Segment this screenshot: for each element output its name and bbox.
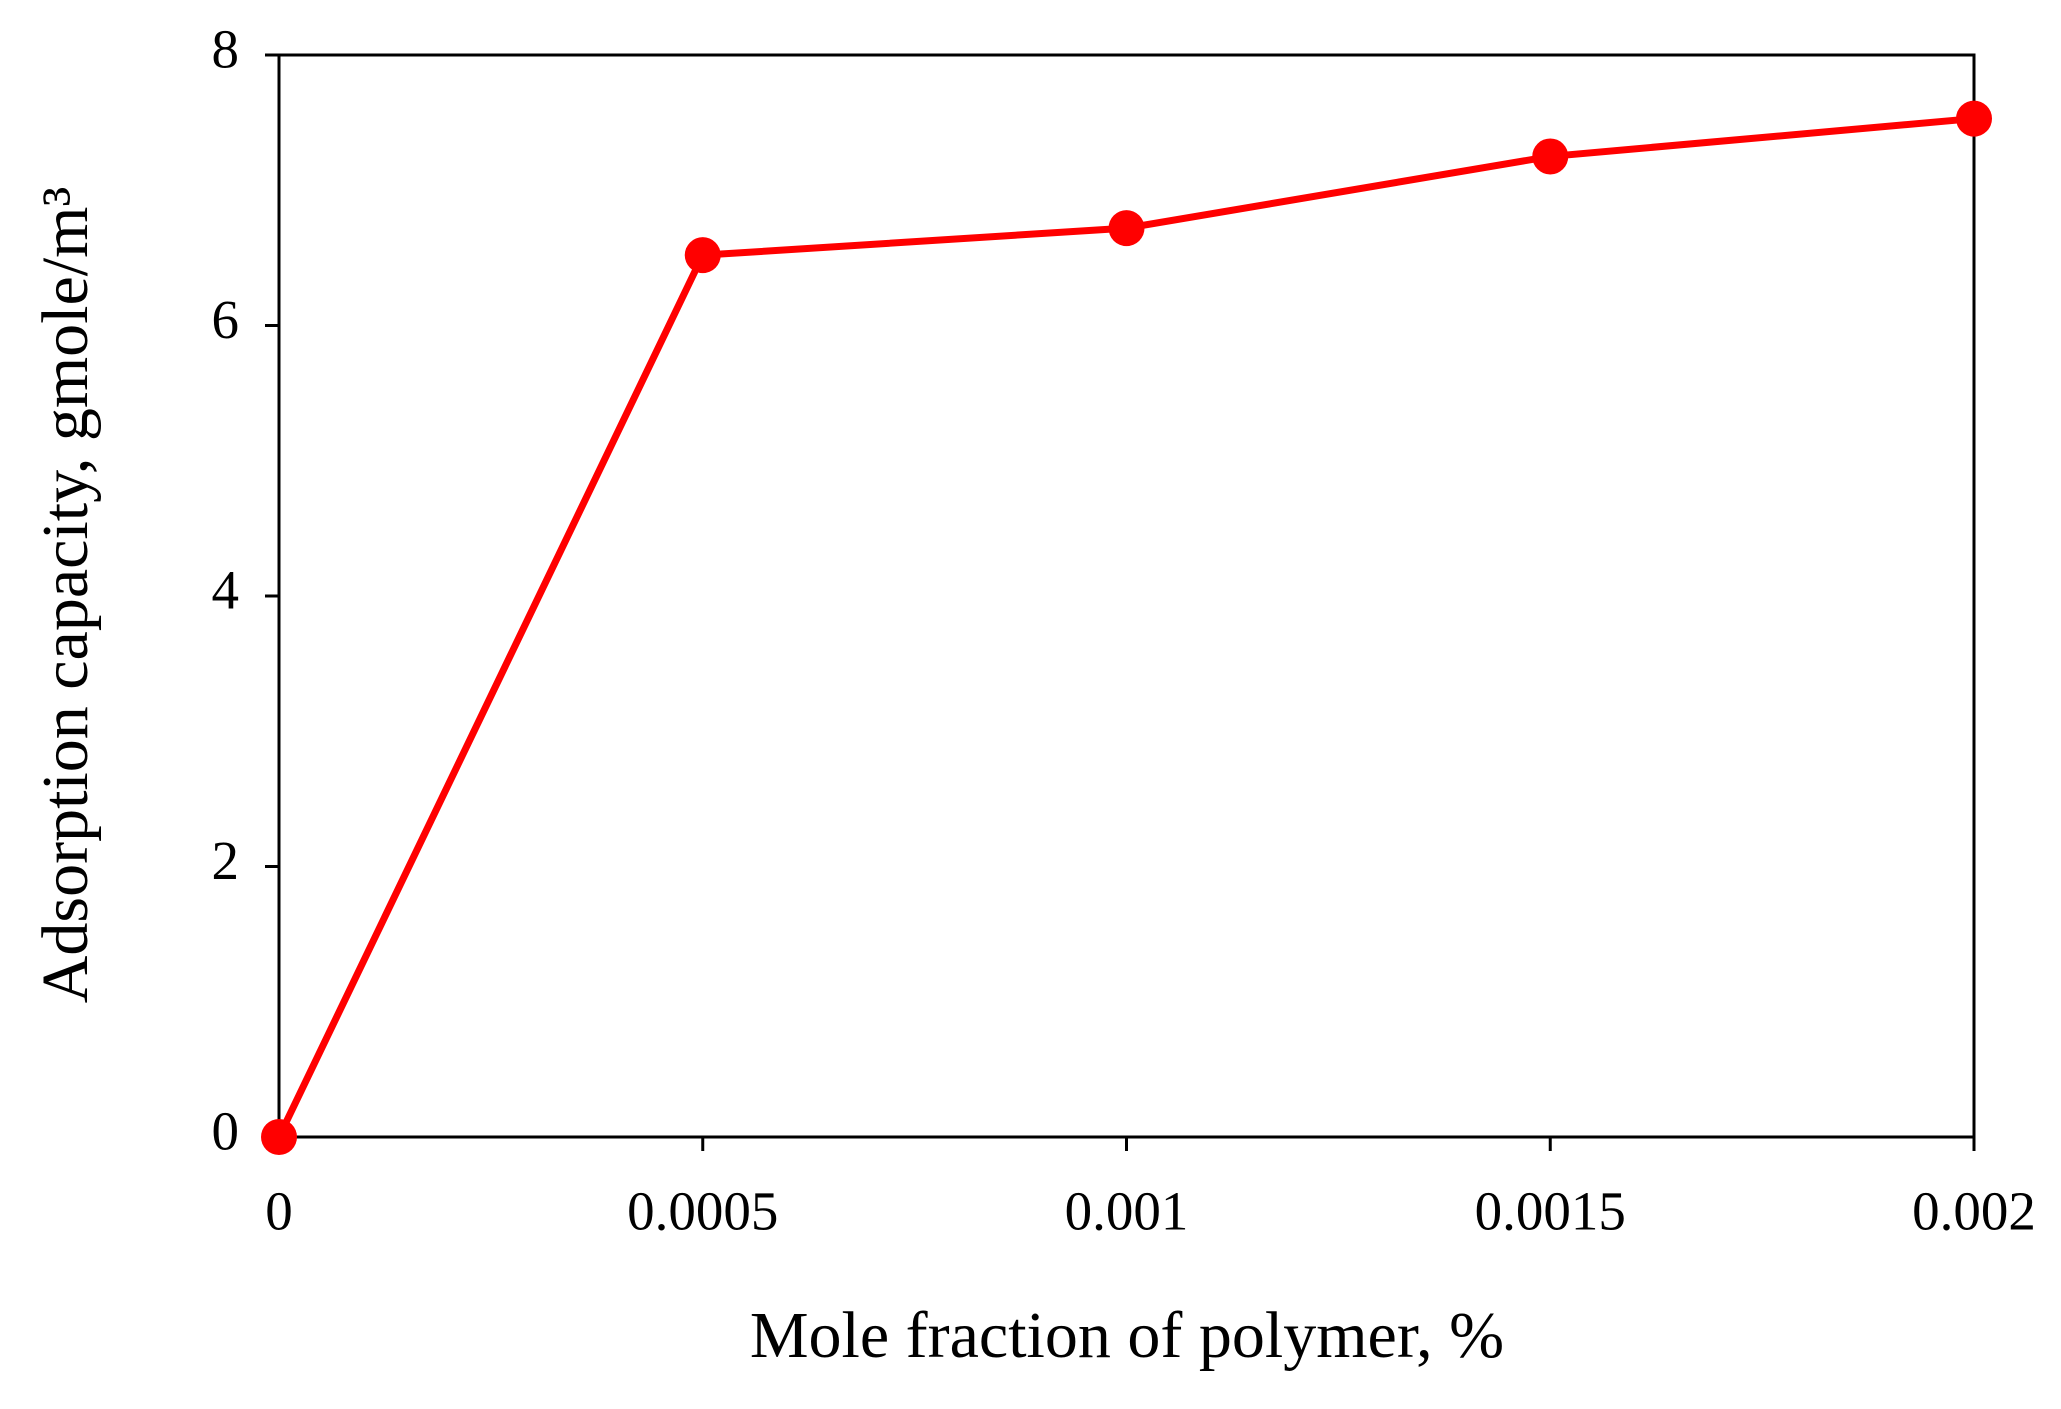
y-axis-label: Adsorption capacity, gmole/m³ bbox=[29, 187, 102, 1004]
x-tick-label: 0.0005 bbox=[627, 1181, 778, 1242]
y-tick-label: 0 bbox=[212, 1101, 240, 1162]
x-tick-label: 0.001 bbox=[1065, 1181, 1189, 1242]
data-point bbox=[684, 237, 721, 274]
x-tick-label: 0 bbox=[265, 1181, 293, 1242]
y-tick-label: 6 bbox=[212, 289, 240, 350]
x-axis-label: Mole fraction of polymer, % bbox=[750, 1299, 1504, 1372]
data-point bbox=[1532, 138, 1569, 175]
y-tick-label: 8 bbox=[212, 19, 240, 80]
x-tick-label: 0.0015 bbox=[1475, 1181, 1626, 1242]
y-tick-label: 2 bbox=[212, 830, 240, 891]
data-point bbox=[1108, 210, 1145, 247]
x-tick-label: 0.002 bbox=[1912, 1181, 2036, 1242]
data-point bbox=[261, 1119, 297, 1155]
data-point bbox=[1956, 100, 1992, 137]
y-tick-label: 4 bbox=[212, 560, 240, 621]
plot-frame bbox=[277, 53, 1976, 1139]
